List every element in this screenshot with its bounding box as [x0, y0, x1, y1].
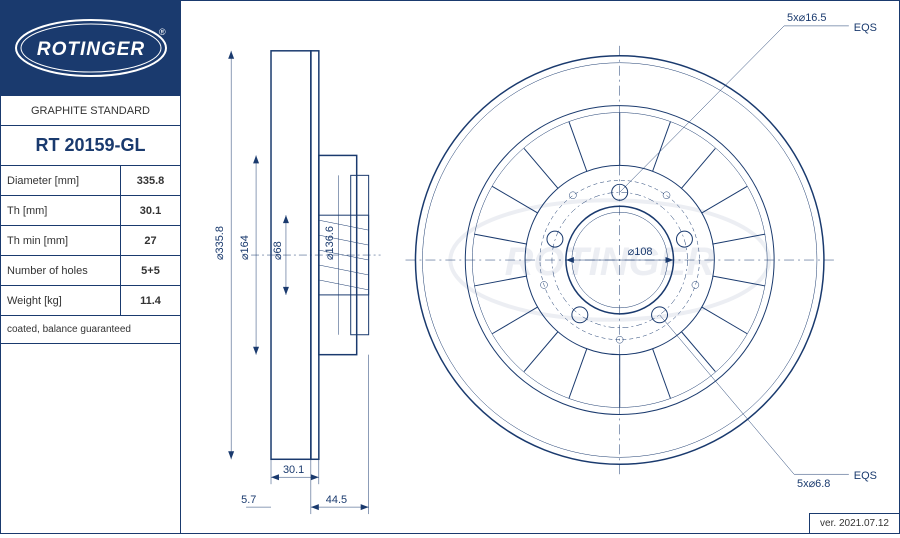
svg-text:5x⌀16.5: 5x⌀16.5 — [787, 12, 826, 24]
svg-text:EQS: EQS — [854, 22, 877, 34]
spec-row-1: Th [mm] 30.1 — [1, 196, 180, 226]
spec-row-2: Th min [mm] 27 — [1, 226, 180, 256]
svg-text:44.5: 44.5 — [326, 494, 347, 506]
svg-text:⌀136.6: ⌀136.6 — [324, 226, 336, 260]
standard-label: GRAPHITE STANDARD — [1, 96, 180, 126]
spec-label: Diameter [mm] — [1, 166, 121, 195]
front-view: ⌀108 5x⌀16.5 EQS 5x⌀6.8 EQS — [406, 12, 877, 490]
spec-label: Th [mm] — [1, 196, 121, 225]
svg-text:®: ® — [159, 27, 166, 37]
spec-label: Weight [kg] — [1, 286, 121, 315]
spec-value: 5+5 — [121, 256, 180, 285]
version-label: ver. 2021.07.12 — [809, 513, 899, 533]
spec-label: Th min [mm] — [1, 226, 121, 255]
spec-label: Number of holes — [1, 256, 121, 285]
spec-value: 11.4 — [121, 286, 180, 315]
spec-row-0: Diameter [mm] 335.8 — [1, 166, 180, 196]
svg-text:ROTINGER: ROTINGER — [36, 39, 144, 60]
note: coated, balance guaranteed — [1, 316, 180, 344]
spec-panel: ROTINGER ® GRAPHITE STANDARD RT 20159-GL… — [1, 1, 181, 533]
svg-text:⌀164: ⌀164 — [239, 235, 251, 260]
spec-value: 335.8 — [121, 166, 180, 195]
svg-text:⌀68: ⌀68 — [272, 241, 284, 260]
spec-row-3: Number of holes 5+5 — [1, 256, 180, 286]
part-number: RT 20159-GL — [1, 126, 180, 166]
svg-text:5.7: 5.7 — [241, 494, 256, 506]
svg-text:5x⌀6.8: 5x⌀6.8 — [797, 478, 830, 490]
side-profile: ⌀335.8 ⌀164 ⌀68 ⌀136.6 30.1 44.5 — [214, 51, 380, 514]
spec-row-4: Weight [kg] 11.4 — [1, 286, 180, 316]
svg-text:EQS: EQS — [854, 470, 877, 482]
spec-value: 30.1 — [121, 196, 180, 225]
spec-value: 27 — [121, 226, 180, 255]
logo-box: ROTINGER ® — [1, 1, 180, 96]
svg-text:⌀335.8: ⌀335.8 — [214, 226, 226, 260]
technical-drawing: ROTINGER — [181, 1, 899, 533]
svg-text:30.1: 30.1 — [283, 464, 304, 476]
svg-text:⌀108: ⌀108 — [628, 246, 653, 258]
logo-svg: ROTINGER ® — [11, 13, 171, 83]
main-container: ROTINGER ® GRAPHITE STANDARD RT 20159-GL… — [0, 0, 900, 534]
drawing-area: ROTINGER — [181, 1, 899, 533]
